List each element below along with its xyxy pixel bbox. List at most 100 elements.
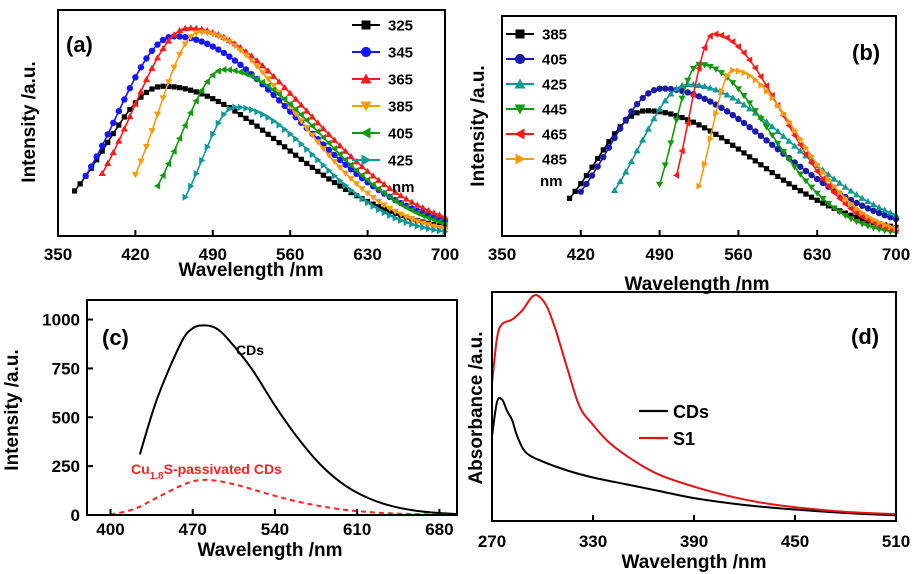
- panel-b-legend-label: 385: [542, 27, 567, 44]
- panel-b-xtick-label: 350: [488, 245, 516, 264]
- panel-b-series-405-marker: [881, 212, 888, 219]
- panel-a-series-405-marker: [286, 100, 293, 108]
- panel-b-series-485-marker: [859, 209, 866, 217]
- panel-a-series-345-marker: [176, 33, 183, 40]
- panel-a-series-325-marker: [276, 140, 282, 146]
- panel-a-series-425-marker: [320, 161, 327, 169]
- panel-a-series-425-marker: [409, 220, 416, 228]
- panel-b-series-405-marker: [594, 163, 601, 170]
- panel-b-series-485-marker: [747, 72, 754, 80]
- panel-a-series-325-marker: [77, 181, 83, 187]
- panel-a-series-425-marker: [353, 190, 361, 199]
- panel-b-legend-marker: [514, 53, 526, 65]
- panel-a-series-325-marker: [315, 168, 321, 174]
- panel-b-series-385-marker: [640, 108, 646, 114]
- panel-a-series-425-marker: [188, 182, 195, 190]
- panel-b-series-445-marker: [706, 63, 714, 71]
- panel-b-series-385-marker: [808, 194, 815, 200]
- panel-b-series-485-marker: [803, 144, 810, 152]
- panel-a-series-405-marker: [424, 214, 432, 222]
- panel-c-annotation-cu: Cu1.8S-passivated CDs: [131, 461, 282, 482]
- panel-a-series-425-marker: [248, 106, 256, 114]
- panel-a-series-405-marker: [231, 67, 238, 75]
- panel-a-series-345-marker: [93, 153, 100, 160]
- panel-a-series-345-marker: [193, 36, 200, 43]
- panel-b-series-385-marker: [583, 173, 590, 179]
- panel-b-series-445-marker: [847, 216, 855, 223]
- panel-a-series-345-marker: [132, 74, 139, 81]
- panel-a-series-365-marker: [275, 78, 283, 85]
- panel-a-series-405-marker: [164, 160, 172, 168]
- panel-b-series-425-marker: [627, 157, 636, 165]
- panel-b-series-465-marker: [740, 49, 747, 57]
- panel-a-series-365-marker: [386, 184, 394, 191]
- panel-a-series-405-marker: [176, 134, 183, 143]
- panel-b-series-385-marker: [859, 216, 865, 222]
- panel-b-series-445-marker: [667, 140, 675, 147]
- panel-b-series-485-marker: [735, 67, 742, 75]
- panel-b-series-425-marker: [886, 209, 894, 216]
- panel-b-series-425-marker: [644, 125, 652, 132]
- panel-b-series-405-marker: [633, 100, 641, 108]
- panel-b-series-405-marker: [802, 167, 810, 175]
- panel-b-series-385-marker: [578, 181, 584, 187]
- panel-b-series-485-marker: [825, 175, 833, 184]
- panel-b-series-405-marker: [752, 128, 759, 135]
- panel-b-series-385-marker: [848, 212, 854, 218]
- panel-a-series-405-marker: [364, 176, 371, 184]
- panel-a-series-365-marker: [424, 206, 433, 214]
- panel-b-series-445-marker: [774, 140, 782, 147]
- panel-a-series-345-marker: [237, 61, 244, 69]
- panel-b-curves: [566, 30, 900, 236]
- panel-b-series-425-marker: [774, 127, 782, 134]
- panel-a-series-365-marker: [325, 130, 333, 138]
- panel-b-series-485-marker: [820, 168, 827, 176]
- panel-a-series-365-marker: [131, 100, 139, 107]
- panel-b-series-445-marker: [779, 148, 788, 156]
- panel-a-series-385-marker: [137, 158, 145, 165]
- panel-b-legend-label: 425: [542, 77, 567, 94]
- panel-b-series-425-marker: [656, 105, 664, 112]
- panel-b-series-425-marker: [841, 183, 849, 190]
- panel-b-series-445-marker: [791, 164, 799, 171]
- panel-b-xtick-label: 700: [882, 245, 910, 264]
- panel-a-series-365-marker: [137, 88, 145, 95]
- panel-a-series-325-marker: [221, 101, 227, 108]
- panel-a-series-365-marker: [397, 192, 405, 199]
- panel-a-series-425-marker: [331, 172, 339, 180]
- panel-b-series-445-marker: [807, 184, 816, 191]
- panel-a-series-365-marker: [380, 180, 388, 188]
- panel-a-xtick-label: 560: [276, 245, 304, 264]
- panel-a-series-365-marker: [109, 148, 117, 156]
- panel-a-series-365-marker: [247, 52, 256, 59]
- panel-b-legend-marker: [514, 128, 525, 140]
- panel-b-series-465-marker: [853, 209, 860, 217]
- panel-b-series-385-marker: [634, 110, 640, 116]
- panel-b-series-425-marker: [695, 81, 703, 88]
- panel-b-series-465-marker: [813, 167, 820, 175]
- panel-a-series-385-marker: [187, 34, 195, 41]
- panel-a-series-405-marker: [358, 171, 365, 179]
- panel-a-series-385-marker: [424, 222, 433, 229]
- panel-a-series-325-marker: [116, 122, 122, 128]
- panel-b-series-465-marker: [807, 159, 815, 167]
- panel-b-series-485-marker: [780, 109, 788, 118]
- panel-a-series-425-marker: [359, 195, 366, 203]
- panel-a-series-405-marker: [192, 97, 199, 105]
- panel-a-series-325-marker: [304, 160, 310, 167]
- panel-a-series-365-marker: [413, 201, 421, 208]
- panel-b-series-485-marker: [763, 87, 771, 95]
- panel-a-series-325-marker: [199, 91, 205, 97]
- panel-a-series-385-marker: [292, 111, 300, 118]
- panel-a-series-425-marker: [259, 110, 267, 118]
- panel-a-series-345-marker: [342, 161, 349, 168]
- panel-a-series-425-marker: [226, 105, 233, 113]
- panel-a-series-405-marker: [308, 122, 315, 130]
- panel-a-series-365-marker: [341, 147, 350, 154]
- panel-b-series-425-marker: [712, 86, 720, 93]
- panel-b-series-385-marker: [735, 146, 741, 152]
- panel-a-series-385-marker: [358, 186, 366, 193]
- panel-b-series-425-marker: [836, 179, 844, 186]
- panel-d-xtick-label: 270: [478, 532, 506, 551]
- panel-a-series-345-marker: [99, 142, 106, 149]
